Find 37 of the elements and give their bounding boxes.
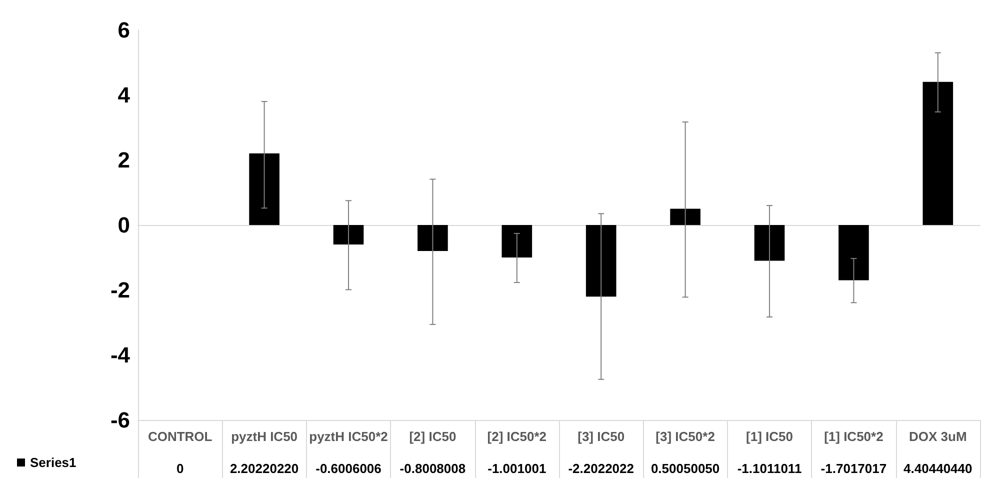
bar <box>418 225 448 252</box>
x-tick-label: [1] IC50*2 <box>824 429 884 444</box>
data-label: 4.40440440 <box>904 461 972 476</box>
x-tick-label: [3] IC50 <box>578 429 625 444</box>
data-label: 0 <box>176 461 184 476</box>
y-tick-label: -2 <box>110 278 130 302</box>
data-label: -0.8008008 <box>400 461 466 476</box>
y-tick-label: 6 <box>118 18 130 42</box>
x-tick-label: DOX 3uM <box>909 429 967 444</box>
x-tick-label: pyztH IC50*2 <box>309 429 388 444</box>
y-tick-label: 2 <box>118 148 130 172</box>
data-label: -1.001001 <box>488 461 546 476</box>
x-tick-label: [2] IC50*2 <box>487 429 547 444</box>
x-tick-label: [2] IC50 <box>409 429 456 444</box>
x-tick-label: [3] IC50*2 <box>656 429 715 444</box>
x-tick-label: CONTROL <box>148 429 212 444</box>
bar <box>754 225 785 261</box>
x-tick-label: [1] IC50 <box>746 429 793 444</box>
y-tick-label: 0 <box>118 212 130 238</box>
bar <box>922 82 954 225</box>
bar <box>333 225 364 245</box>
y-tick-label: -4 <box>110 342 131 368</box>
data-label: 2.20220220 <box>230 461 299 476</box>
y-tick-label: -6 <box>110 408 130 432</box>
data-label: -2.2022022 <box>568 461 634 476</box>
bar <box>670 208 700 225</box>
x-tick-label: pyztH IC50 <box>231 429 298 444</box>
y-tick-label: 4 <box>118 82 131 108</box>
bar <box>838 225 869 280</box>
legend-label: Series1 <box>30 455 76 470</box>
bar <box>249 153 280 225</box>
data-label: 0.50050050 <box>650 461 720 476</box>
data-label: -1.7017017 <box>820 461 887 476</box>
data-label: -0.6006006 <box>316 461 382 476</box>
data-label: -1.1011011 <box>737 461 802 476</box>
bar <box>502 225 532 258</box>
bar <box>586 225 616 297</box>
